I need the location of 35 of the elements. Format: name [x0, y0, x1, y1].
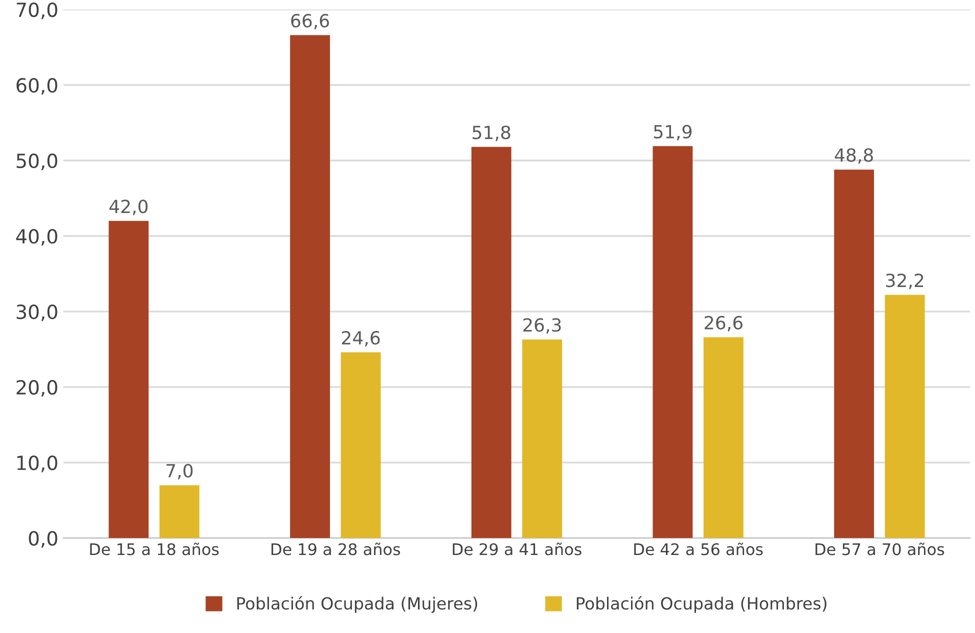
- data-label: 7,0: [166, 464, 193, 480]
- bar: [884, 294, 925, 538]
- data-label: 51,9: [654, 124, 692, 140]
- data-label: 51,8: [472, 126, 510, 142]
- x-tick-label: De 29 a 41 años: [452, 542, 582, 556]
- data-label: 24,6: [342, 330, 380, 346]
- y-tick-label: 50,0: [16, 153, 58, 170]
- bar: [704, 337, 744, 538]
- x-tick-label: De 19 a 28 años: [272, 542, 400, 556]
- bar: [834, 170, 874, 538]
- y-tick-label: 20,0: [16, 380, 58, 397]
- bar: [340, 352, 381, 538]
- bar: [471, 146, 512, 538]
- bar: [159, 485, 200, 538]
- y-tick-label: 70,0: [16, 2, 58, 20]
- y-tick-label: 60,0: [16, 78, 58, 95]
- x-tick-label: De 15 a 18 años: [90, 542, 219, 556]
- data-label: 26,3: [523, 318, 561, 334]
- x-tick-label: De 57 a 70 años: [816, 542, 944, 556]
- bar: [522, 339, 562, 538]
- x-tick-label: De 42 a 56 años: [634, 542, 763, 556]
- legend-label: Población Ocupada (Hombres): [576, 596, 826, 613]
- y-tick-label: 0,0: [28, 531, 58, 548]
- bar: [652, 146, 693, 538]
- data-label: 32,2: [886, 274, 924, 290]
- data-label: 42,0: [109, 200, 148, 216]
- bar: [290, 35, 330, 538]
- y-tick-label: 40,0: [16, 228, 58, 246]
- data-label: 66,6: [291, 14, 329, 30]
- bar: [108, 220, 149, 538]
- y-tick-label: 10,0: [17, 456, 58, 472]
- y-tick-label: 30,0: [16, 304, 58, 322]
- legend-label: Población Ocupada (Mujeres): [237, 596, 478, 613]
- data-label: 26,6: [704, 316, 742, 332]
- data-label: 48,8: [834, 148, 873, 164]
